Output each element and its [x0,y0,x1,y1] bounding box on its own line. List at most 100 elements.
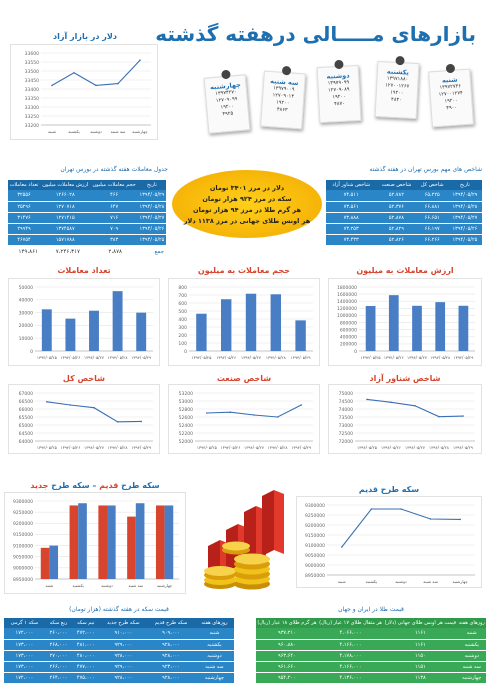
table-row: دوشنبه ۹۲۸،۰۰۰ ۹۲۸،۰۰۰ ۴۸۰،۰۰۰ ۲۷۰،۰۰۰ ۱۷۳،۰۰… [4,650,234,662]
y-tick-label: 52200 [179,431,193,437]
table-cell: ۱۳۹۴/۰۵/۲۵ [447,234,482,246]
table-cell: ۹۱۰،۰۰۰ [99,628,148,640]
y-tick-label: 74000 [339,407,353,413]
pin-icon [395,55,405,66]
table-cell: ۱۳۹۴/۰۵/۲۶ [447,223,482,235]
table-cell: ۱۳۷۴۵۸۷ [40,223,91,235]
x-tick-label: ۱۳۹۴/۰۵/۲۸ [430,355,451,360]
bar [196,313,207,351]
table-cell: شنبه [457,628,486,640]
y-tick-label: 1400000 [337,299,357,305]
table-cell: ۴،۱۷۸،۰۰۰ [317,650,384,662]
y-tick-label: 9100000 [13,543,33,549]
x-tick-label: سه شنبه [128,583,143,588]
column-header: هر مثقال طلای ۱۷ عیار (ریال) [317,618,384,628]
y-tick-label: 300 [178,325,187,331]
bar [220,299,232,351]
x-tick-label: ۱۳۹۴/۰۵/۲۸ [108,445,129,450]
x-tick-label: ۱۳۹۴/۰۵/۲۹ [291,355,311,360]
data-point [414,405,416,407]
table-cell: دوشنبه [194,650,234,662]
x-tick-label: ۱۳۹۴/۰۵/۲۷ [241,355,262,360]
table-cell: ۱۵۷۱۷۸۸ [40,234,91,246]
bar [41,309,52,351]
index-industry-chart: 52000 52200 52400 52600 52800 53000 53200 ۱۳۹۴/… [168,384,320,454]
y-tick-label: 65000 [19,423,33,429]
y-tick-label: 65500 [19,415,33,421]
table-cell: ۴،۱۳۶،۰۰۰ [317,672,384,684]
x-tick-label: ۱۳۹۴/۰۵/۲۹ [131,355,151,360]
y-tick-label: 1800000 [337,285,357,291]
y-tick-label: 33200 [25,123,39,129]
bar [270,294,282,351]
table-cell: ۵۲،۳۷۶ [376,201,417,213]
trades-value-title: ارزش معاملات به میلیون [328,266,482,275]
y-tick-label: 0 [354,349,357,355]
table-cell: ۱۷۲،۰۰۰ [4,672,45,684]
table-row: سه شنبه ۹۲۳،۰۰۰ ۹۲۹،۰۰۰ ۴۷۷،۰۰۰ ۲۶۶،۰۰۰ ۱۷۳،۰… [4,661,234,673]
table-cell: ۱۳۹۴/۰۵/۲۸ [447,201,482,213]
x-tick-label: ۱۳۹۴/۰۵/۲۵ [191,355,211,360]
trades-totals: جمع ۲،۸۷۸ ۷،۲۴۶،۳۱۷ ۱۴۹،۸۶۱ [8,249,166,259]
coin-compare-svg: 8950000 9000000 9050000 9100000 9150000 92000… [13,499,179,588]
summary-bubble: دلار در مرز ۳۴۰۱ تومان سکه در مرز ۹۲۴ هزا… [172,170,322,238]
dollar-chart-svg: 33200 33250 33300 33350 33400 33450 33500 33550… [25,51,151,134]
table-row: دوشنبه ۱۱۵۰ ۴،۱۷۸،۰۰۰ ۹۶۳،۶۴۰ [256,650,486,662]
totals-value: ۷،۲۴۶،۳۱۷ [55,249,80,255]
table-cell: ۷۳،۴۳۳ [326,234,377,246]
y-tick-label: 66000 [19,407,33,413]
data-point [93,406,95,409]
bar [112,291,123,351]
column-header: تاریخ [447,180,482,190]
index-total-title: شاخص کل [8,374,160,383]
table-cell: ۷۳،۲۵۳ [326,223,377,235]
table-cell: ۲۹۹۴۹ [8,223,41,235]
data-point [438,415,440,418]
y-tick-label: 9200000 [305,523,325,529]
data-point [117,82,119,85]
table-cell: ۶۶،۲۶۶ [416,234,448,246]
bar [65,318,76,351]
table-row: یکشنبه ۹۲۸،۰۰۰ ۹۲۹،۰۰۰ ۴۸۱،۰۰۰ ۲۶۸،۰۰۰ ۱۷۳،۰۰… [4,639,234,651]
x-tick-label: ۱۳۹۴/۰۵/۲۵ [357,445,377,450]
coin-compare-chart: 8950000 9000000 9050000 9100000 9150000 92000… [4,492,186,594]
x-tick-label: یکشنبه [68,129,79,134]
table-cell: ۴،۱۶۶،۰۰۰ [317,639,384,651]
table-row: ۱۳۹۴/۰۵/۲۸ ۶۶،۸۸۱ ۵۲،۳۷۶ ۷۳،۵۶۱ [326,201,482,213]
column-header: سکه طرح قدیم [147,618,195,628]
data-point [276,416,279,418]
trades-count-title-text: تعداد معاملات [57,266,111,275]
table-cell: ۳۲۵۵۶ [8,190,41,202]
x-tick-label: شنبه [45,583,54,588]
y-tick-label: 9300000 [13,499,33,505]
table-cell: سه شنبه [194,661,234,673]
x-tick-label: شنبه [338,579,347,584]
table-row: ۱۳۹۴/۰۵/۲۵ ۶۶،۲۶۶ ۵۲،۸۲۶ ۷۳،۴۳۳ [326,234,482,246]
y-tick-label: 8950000 [13,577,33,583]
table-cell: ۴،۱۶۶،۰۰۰ [317,661,384,673]
y-tick-label: 500 [178,309,187,315]
x-tick-label: ۱۳۹۴/۰۵/۲۶ [60,355,80,360]
data-point [95,84,97,87]
index-total-title-text: شاخص کل [62,374,106,383]
table-cell: ۵۲،۷۸۲ [376,190,417,202]
column-header: قیمت هر اونس طلای جهانی (دلار) [383,618,458,628]
day-card: دوشنبه ۱۳۹۷۹۰۹۹ ۱۲۷۰۹۰۸۹ ۱۹۲۰۰ ۴۸۷۰ [316,59,362,124]
series-line [46,401,142,423]
table-cell: ۱۳۹۴/۰۵/۲۸ [137,201,166,213]
column-header: سکه ۱ گرمی [4,618,45,628]
x-tick-label: ۱۳۹۴/۰۵/۲۹ [453,445,473,450]
coin-old-chart: 8950000 9000000 9050000 9100000 9150000 92000… [296,496,482,588]
coin-price-table: روزهای هفته سکه طرح قدیم سکه طرح جدید نیم س… [4,618,234,684]
table-cell: ۹۶۰،۸۸۰ [256,639,318,651]
table-left-caption: جدول معاملات هفته گذشته در بورس تهران [60,166,168,173]
trades-volume-svg: 0 100 200 300 400 500 600 700 800 ۱۳۹۴/۰۵/۲۵ ۱۳۹۴/… [178,285,313,360]
table-cell: ۴۸۱،۰۰۰ [72,639,100,651]
table-row: ۱۳۹۴/۰۵/۲۵ ۳۸۳ ۱۵۷۱۷۸۸ ۴۶۷۵۴ [8,234,166,246]
day-line: ۴۸۷۰ [333,100,346,108]
table-cell: ۱۷۳،۰۰۰ [4,639,45,651]
y-tick-label: 50000 [19,285,33,291]
data-point [253,414,255,416]
y-tick-label: 9050000 [305,553,325,559]
data-point [139,59,141,61]
